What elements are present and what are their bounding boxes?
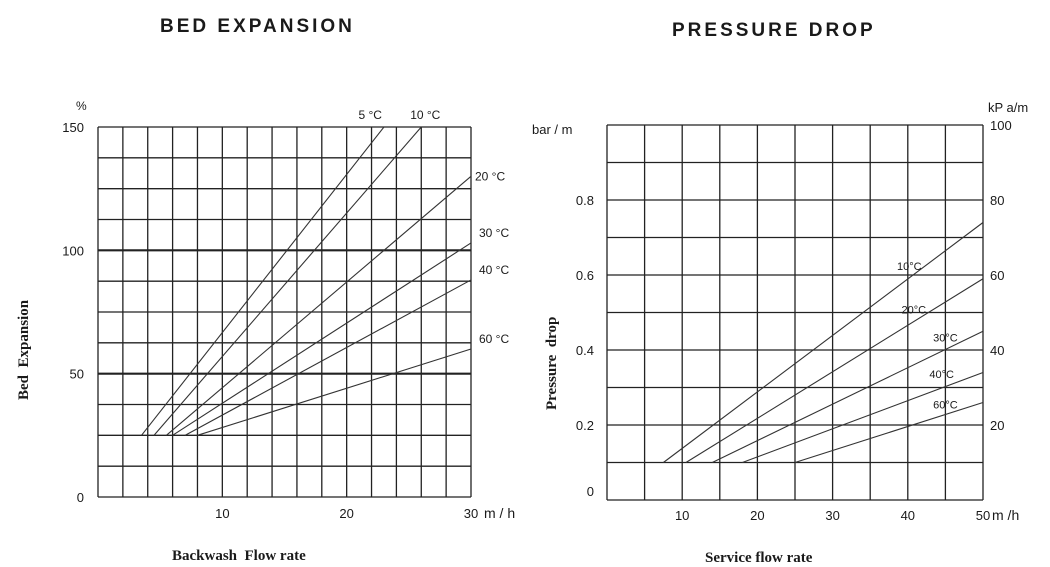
y-tick-label: 0 — [77, 490, 84, 505]
pressure-drop-x-unit: m /h — [992, 507, 1019, 523]
x-tick-label: 40 — [901, 508, 915, 523]
series-line-60-c — [794, 401, 984, 464]
x-tick-label: 30 — [464, 506, 478, 521]
series-label-60-c: 60°C — [933, 400, 958, 412]
pressure-drop-ylabel: Pressure drop — [544, 317, 560, 410]
y-tick-label-left: 0.2 — [576, 418, 594, 433]
x-tick-label: 20 — [750, 508, 764, 523]
y-tick-label-right: 100 — [990, 118, 1012, 133]
y-tick-label-left: 0 — [587, 484, 594, 499]
x-tick-label: 10 — [675, 508, 689, 523]
y-tick-label: 100 — [62, 243, 84, 258]
bed-expansion-ylabel: Bed Expansion — [16, 299, 32, 400]
series-label-60-c: 60 °C — [479, 332, 509, 346]
series-label-40-c: 40°C — [929, 369, 954, 381]
series-line-30-c — [172, 242, 472, 436]
x-tick-label: 30 — [825, 508, 839, 523]
series-label-30-c: 30°C — [933, 332, 958, 344]
y-tick-label: 150 — [62, 120, 84, 135]
series-label-5-c: 5 °C — [358, 108, 382, 122]
series-line-30-c — [712, 330, 984, 463]
y-tick-label-right: 20 — [990, 418, 1004, 433]
series-line-20-c — [685, 278, 984, 463]
pressure-drop-xlabel: Service flow rate — [705, 550, 813, 566]
bed-expansion-title: BED EXPANSION — [160, 16, 355, 37]
series-line-60-c — [197, 348, 472, 436]
y-tick-label-right: 60 — [990, 268, 1004, 283]
pressure-drop-y-unit-right: kP a/m — [988, 100, 1028, 115]
bed-expansion-plot: 10 20 30 0 50 100 150 5 °C 10 °C 20 °C 30 °C 40 °C 6… — [62, 108, 509, 521]
bed-expansion-xlabel: Backwash Flow rate — [172, 548, 306, 564]
bed-expansion-x-unit: m / h — [484, 505, 515, 521]
pressure-drop-plot: 10 20 30 40 50 0 0.2 0.4 0.6 0.8 20 40 60 80 100 10°C 20… — [576, 118, 1012, 523]
x-tick-label: 10 — [215, 506, 229, 521]
series-line-5-c — [141, 126, 385, 436]
series-line-40-c — [742, 371, 984, 464]
x-tick-label: 20 — [339, 506, 353, 521]
y-tick-label-left: 0.6 — [576, 268, 594, 283]
series-label-20-c: 20°C — [902, 305, 927, 317]
y-tick-label-left: 0.8 — [576, 193, 594, 208]
y-tick-label-right: 80 — [990, 193, 1004, 208]
series-line-10-c — [663, 222, 984, 463]
series-label-10-c: 10 °C — [410, 108, 440, 122]
y-tick-label-left: 0.4 — [576, 343, 594, 358]
series-line-10-c — [153, 126, 422, 436]
pressure-drop-y-unit-left: bar / m — [532, 122, 572, 137]
series-label-40-c: 40 °C — [479, 263, 509, 277]
bed-expansion-y-unit: % — [76, 99, 87, 113]
series-line-40-c — [184, 279, 472, 436]
y-tick-label: 50 — [70, 367, 84, 382]
series-label-20-c: 20 °C — [475, 169, 505, 183]
y-tick-label-right: 40 — [990, 343, 1004, 358]
x-tick-label: 50 — [976, 508, 990, 523]
pressure-drop-title: PRESSURE DROP — [672, 20, 876, 41]
series-line-20-c — [166, 175, 472, 436]
series-label-10-c: 10°C — [897, 261, 922, 273]
series-label-30-c: 30 °C — [479, 226, 509, 240]
